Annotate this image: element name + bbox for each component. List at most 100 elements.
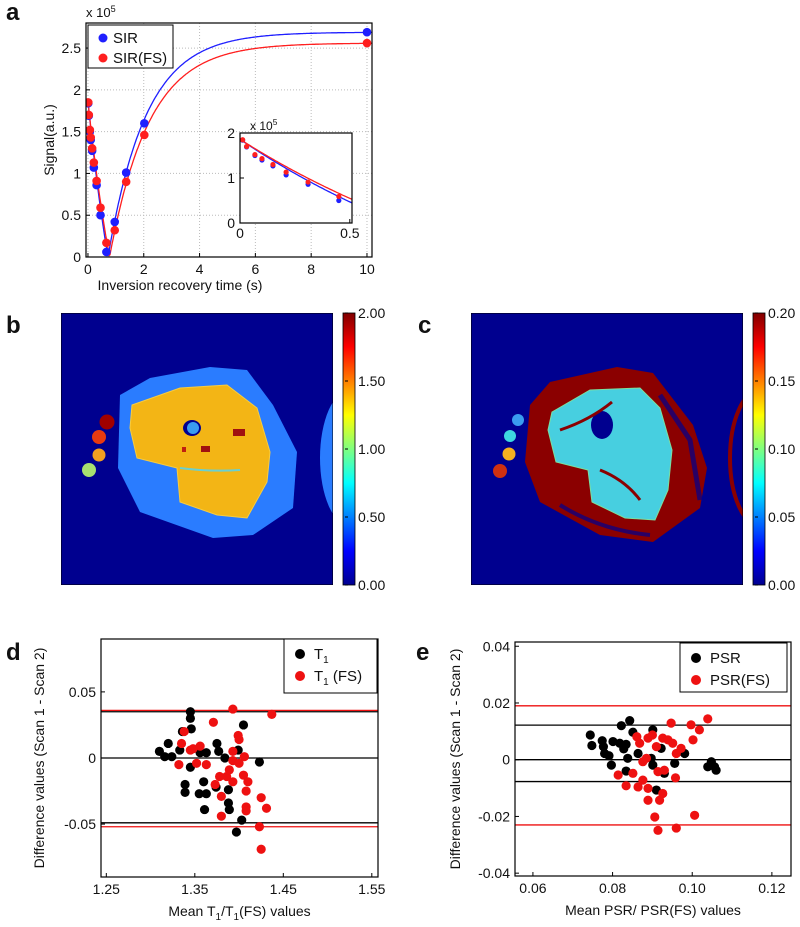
data-point-sir [102,247,111,257]
data-point-series-1 [703,714,713,724]
data-point-series-1 [243,777,253,787]
data-point-sir-fs [87,144,97,153]
y-tick-label: 0.05 [69,684,96,700]
x-tick-label: 1.25 [93,881,120,897]
data-point-series-0 [223,785,234,795]
psr-map-image [471,313,743,585]
data-point-series-1 [641,753,652,763]
y-tick-label: 1 [73,165,81,181]
data-point-series-1 [254,822,265,832]
data-point-series-1 [210,779,220,790]
colorbar-tick-label: 0.10 [768,441,795,457]
data-point-series-0 [199,777,209,787]
data-point-sir-fs [96,203,105,212]
data-point-series-1 [690,810,700,820]
data-point-sir-fs [110,225,120,235]
main-plot-marks [86,27,372,257]
legend-marker [691,675,701,685]
x-tick-label: 0 [84,261,92,277]
colorbar-tick-label: 0.00 [768,577,795,593]
axes-frame [239,132,353,224]
y-tick-label: 2 [227,125,235,141]
data-point-series-1 [201,760,211,770]
inset-data-point [240,137,246,143]
data-point-series-0 [606,760,616,770]
data-point-series-1 [241,786,251,796]
data-point-series-1 [188,744,198,754]
data-point-series-1 [241,806,251,816]
legend: SIR SIR(FS) [87,24,174,69]
x-axis-label: Inversion recovery time (s) [98,277,263,293]
t1-map-image [61,313,333,585]
data-point-series-0 [670,758,680,768]
y-axis-label: Difference values (Scan 1 - Scan 2) [31,648,47,869]
data-point-series-1 [666,718,676,728]
data-point-series-1 [239,752,249,762]
data-point-sir [140,118,149,128]
data-point-series-0 [186,724,196,734]
data-point-series-1 [176,738,187,749]
data-point-series-1 [688,735,698,745]
x-tick-label: 0 [236,225,244,241]
y-axis-label: Difference values (Scan 1 - Scan 2) [447,649,463,870]
data-point-series-1 [228,704,238,714]
data-point-series-0 [623,753,633,763]
data-point-series-1 [195,741,205,751]
fit-curve-sir [87,31,372,257]
x-tick-label: 1.55 [358,881,385,897]
colorbar-tick-label: 0.50 [358,509,385,525]
y-axis-label: Signal(a.u.) [41,104,57,176]
x-tick-label: 1.35 [181,881,208,897]
data-point-sir-fs [89,158,99,167]
legend-label: PSR(FS) [710,672,770,689]
data-point-series-1 [635,738,645,748]
data-point-series-1 [658,788,668,799]
colorbar-tick-label: 2.00 [358,305,385,321]
data-point-series-1 [256,844,266,854]
calibration-phantoms [493,414,524,478]
data-point-series-1 [653,825,663,835]
inset-data-point [243,143,250,150]
legend-marker [295,671,305,681]
data-point-series-1 [647,730,658,740]
x-tick-label: 0.10 [679,880,706,896]
x-tick-label: 4 [196,261,204,277]
data-point-series-1 [224,765,234,775]
colorbar-tick-label: 0.00 [358,577,385,593]
inset-plot: 0 0.5 0 1 2 x 105 [227,117,360,241]
x-tick-label: 0.06 [519,880,546,896]
y-tick-label: -0.02 [478,808,510,824]
y-tick-label: 0.04 [483,638,510,654]
data-point-series-1 [628,768,638,778]
data-point-sir-fs [362,38,372,48]
data-point-series-1 [671,823,681,833]
data-point-sir-fs [102,238,111,248]
data-point-series-0 [621,739,631,749]
data-point-series-0 [231,827,242,837]
data-point-series-1 [668,738,678,748]
y-tick-label: 0 [73,249,81,265]
data-point-series-0 [597,736,607,746]
leg-cross-section [118,367,297,538]
data-point-sir [121,168,131,177]
x-tick-label: 6 [251,261,259,277]
x-tick-label: 1.45 [270,881,297,897]
x-axis-label: Mean T1/T1(FS) values [168,903,310,923]
colorbar-c: 0.20 0.15 0.10 0.05 0.00 [752,305,795,593]
x-tick-label: 0.12 [758,880,785,896]
legend-label: PSR [710,650,741,667]
x-tick-label: 10 [359,261,375,277]
y-tick-label: 2 [73,82,81,98]
plot-area [240,133,352,223]
data-point-series-0 [587,740,597,751]
inset-data-point [283,169,289,175]
data-point-series-1 [638,775,648,785]
data-point-series-0 [633,748,643,759]
data-point-series-0 [711,765,721,775]
data-point-sir-fs [121,177,131,187]
x-tick-label: 2 [140,261,148,277]
y-tick-label: -0.05 [64,816,96,832]
